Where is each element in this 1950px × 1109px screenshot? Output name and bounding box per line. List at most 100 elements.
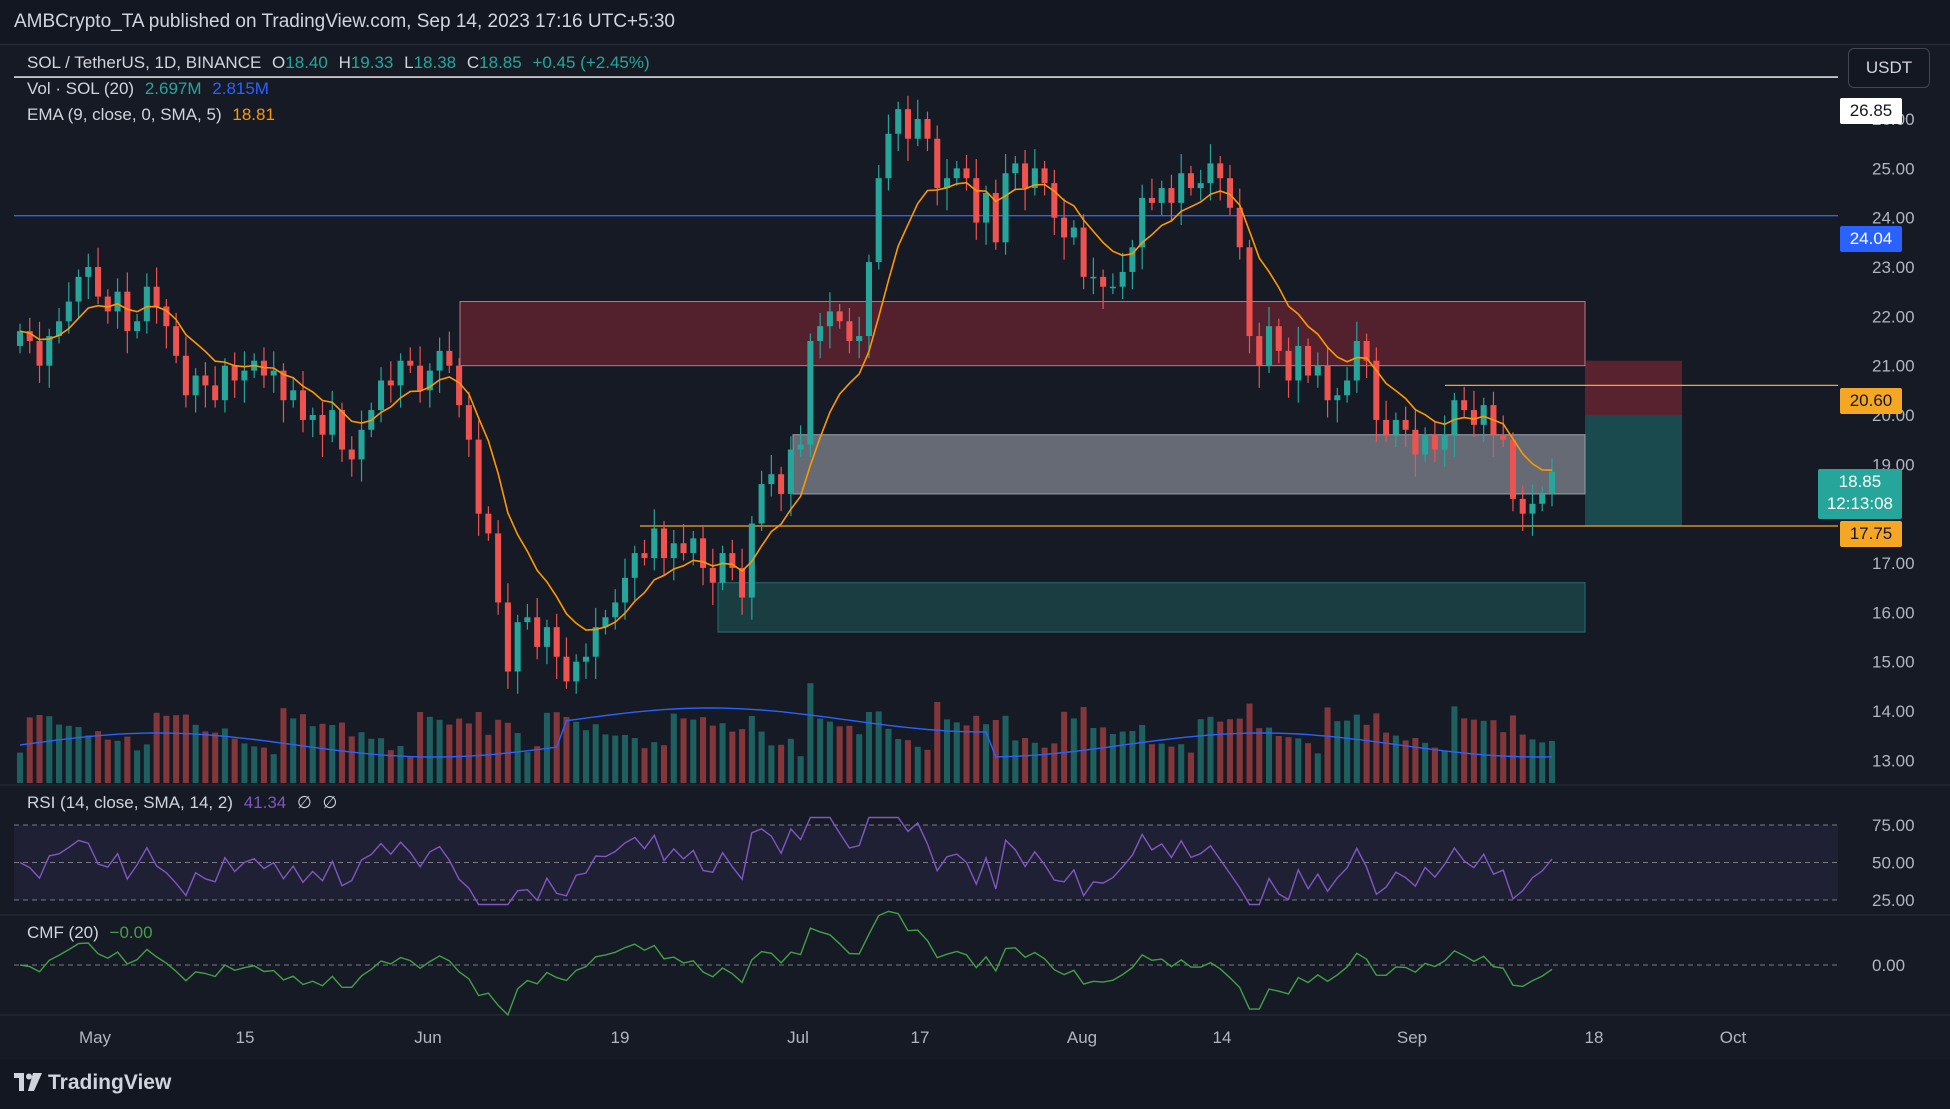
volume-bar-33 [338, 722, 346, 783]
candle-142 [1402, 419, 1409, 430]
candle-53 [534, 617, 541, 647]
volume-sma-value: 2.815M [212, 79, 269, 98]
volume-bar-16 [173, 715, 180, 783]
candle-79 [787, 449, 794, 494]
volume-bar-92 [914, 746, 921, 783]
volume-bar-108 [1070, 718, 1077, 783]
volume-bar-14 [153, 712, 160, 783]
candle-2 [36, 341, 43, 366]
volume-bar-30 [309, 726, 316, 783]
volume-bar-1 [26, 717, 33, 783]
candle-84 [836, 311, 843, 322]
volume-bar-145 [1431, 747, 1438, 783]
volume-legend: Vol · SOL (20) 2.697M 2.815M [27, 79, 275, 99]
candle-113 [1119, 271, 1126, 287]
chart-area[interactable]: 26.0025.0024.0023.0022.0021.0020.0019.00… [0, 44, 1950, 1060]
candle-103 [1022, 163, 1029, 189]
candle-63 [631, 553, 638, 578]
volume-bar-93 [924, 749, 931, 783]
candle-83 [826, 311, 833, 327]
volume-bar-60 [602, 734, 609, 783]
position-stop-area [1585, 360, 1682, 415]
candle-116 [1148, 197, 1155, 203]
volume-bar-126 [1246, 703, 1253, 783]
volume-bar-157 [1548, 740, 1556, 783]
candle-81 [807, 341, 814, 445]
volume-bar-85 [846, 725, 853, 783]
volume-bar-44 [446, 724, 453, 783]
candle-15 [163, 306, 170, 327]
volume-bar-137 [1353, 714, 1360, 783]
currency-selector-button[interactable]: USDT [1848, 48, 1930, 88]
zone-demand-2 [717, 582, 1586, 633]
candle-155 [1529, 503, 1536, 514]
ohlc-low: L18.38 [404, 53, 457, 72]
candle-143 [1412, 429, 1419, 455]
volume-bar-72 [719, 723, 726, 783]
candle-93 [924, 119, 931, 139]
candle-17 [182, 355, 189, 396]
volume-bar-114 [1129, 731, 1136, 783]
volume-bar-15 [163, 715, 170, 783]
candle-118 [1168, 188, 1175, 203]
volume-bar-156 [1539, 742, 1546, 783]
volume-bar-46 [465, 723, 472, 783]
volume-bar-87 [865, 712, 872, 783]
volume-sma-line [19, 707, 1553, 758]
volume-bar-13 [143, 744, 150, 783]
candle-91 [904, 109, 911, 139]
candle-127 [1256, 336, 1263, 366]
tradingview-logo[interactable]: TradingView [14, 1071, 171, 1095]
candle-10 [114, 291, 121, 312]
volume-bar-28 [290, 718, 297, 783]
time-tick-1: 15 [236, 1028, 255, 1047]
candle-64 [641, 553, 648, 559]
volume-bar-18 [192, 724, 199, 783]
symbol-legend: SOL / TetherUS, 1D, BINANCE O18.40 H19.3… [27, 53, 656, 73]
bar-countdown: 12:13:08 [1826, 494, 1893, 513]
volume-bar-48 [485, 734, 492, 783]
volume-bar-151 [1490, 720, 1497, 783]
zone-demand-1 [792, 434, 1586, 495]
candle-39 [397, 360, 404, 386]
time-tick-0: May [79, 1028, 112, 1047]
candle-66 [661, 528, 668, 559]
cmf-value: −0.00 [109, 923, 153, 942]
candle-33 [338, 410, 346, 450]
chart-canvas[interactable]: 26.0025.0024.0023.0022.0021.0020.0019.00… [0, 45, 1950, 1060]
rsi-na-2: ∅ [322, 793, 338, 812]
candle-136 [1344, 380, 1351, 396]
time-tick-10: Oct [1720, 1028, 1747, 1047]
volume-bar-144 [1422, 742, 1429, 783]
candle-90 [895, 109, 902, 134]
published-text: AMBCrypto_TA published on TradingView.co… [14, 11, 676, 32]
volume-bar-99 [983, 724, 990, 783]
volume-bar-149 [1470, 719, 1477, 783]
candle-46 [465, 405, 472, 440]
candle-37 [378, 380, 385, 411]
volume-bar-0 [16, 752, 24, 783]
volume-bar-10 [114, 740, 121, 783]
volume-bar-66 [661, 745, 668, 783]
candle-4 [56, 321, 63, 337]
volume-bar-105 [1041, 747, 1048, 783]
candle-135 [1334, 395, 1341, 401]
candle-43 [436, 350, 443, 371]
candle-129 [1275, 326, 1282, 351]
candle-22 [231, 365, 238, 381]
volume-bar-3 [46, 716, 53, 783]
candle-74 [739, 567, 746, 598]
price-tick-5: 21.00 [1872, 357, 1915, 376]
volume-bar-136 [1344, 720, 1351, 783]
candle-144 [1422, 434, 1429, 455]
volume-bar-64 [641, 748, 648, 783]
volume-bar-127 [1256, 728, 1263, 783]
volume-bar-154 [1519, 734, 1526, 783]
volume-bar-17 [182, 714, 189, 783]
candle-134 [1324, 365, 1331, 401]
candle-128 [1265, 326, 1273, 366]
candle-27 [280, 370, 287, 401]
candle-130 [1285, 350, 1292, 381]
volume-bar-75 [748, 716, 755, 783]
volume-bar-83 [826, 721, 833, 783]
